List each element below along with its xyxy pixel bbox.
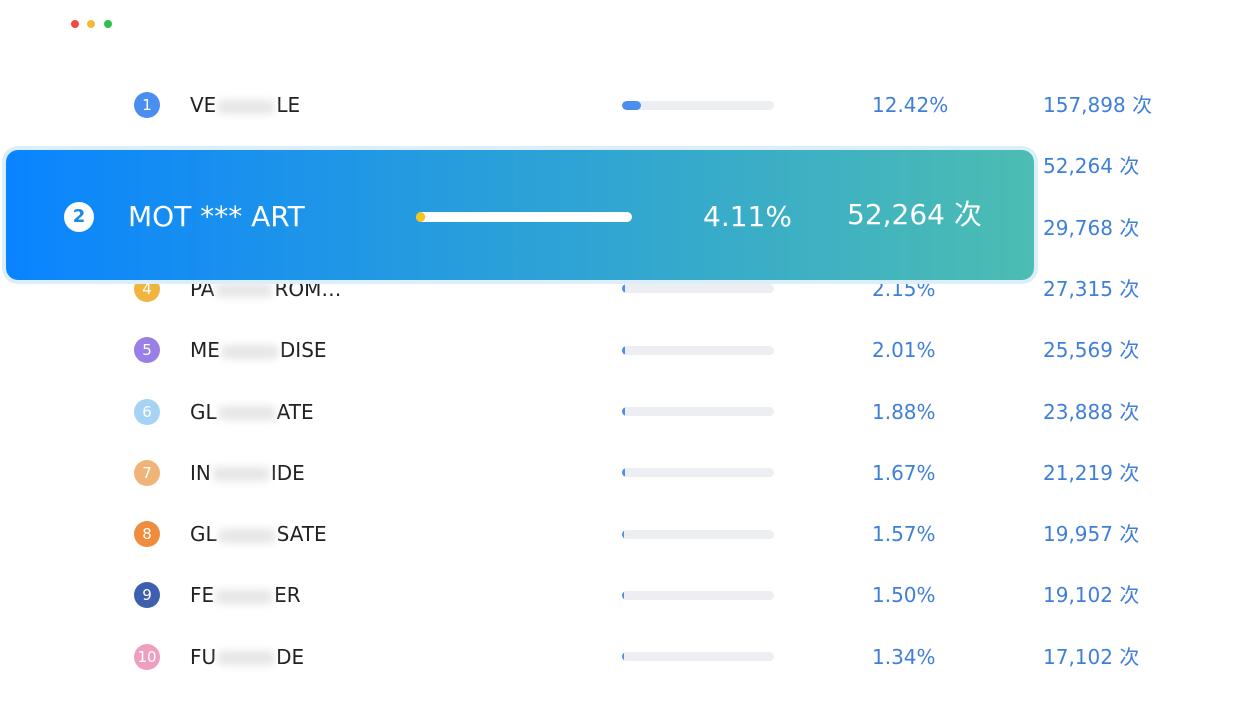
maximize-dot — [104, 20, 112, 28]
percent: 1.57% — [872, 522, 936, 547]
item-name: ME DISE — [190, 337, 327, 363]
progress-track — [622, 284, 774, 294]
count: 27,315 次 — [1043, 276, 1140, 301]
progress-bar — [622, 345, 626, 355]
progress-track — [622, 345, 774, 355]
count: 21,219 次 — [1043, 460, 1140, 485]
progress-bar — [622, 590, 625, 600]
count: 23,888 次 — [1043, 399, 1140, 424]
count: 19,102 次 — [1043, 583, 1140, 608]
item-name: FU DE — [190, 644, 304, 670]
rank-badge: 1 — [134, 92, 160, 118]
name-blur — [221, 344, 278, 359]
name-end: ROM… — [274, 276, 342, 301]
percent: 1.34% — [872, 644, 936, 669]
name-blur — [218, 651, 275, 666]
name-end: IDE — [270, 460, 305, 485]
name-end: DISE — [279, 338, 327, 363]
progress-bar — [622, 407, 625, 416]
name-end: DE — [276, 644, 305, 669]
count: 19,957 次 — [1043, 522, 1140, 547]
name-blur — [216, 589, 273, 604]
name-end: ATE — [276, 399, 314, 424]
name-blur — [218, 528, 275, 543]
progress-track — [622, 529, 774, 539]
rank-badge: 10 — [134, 643, 160, 670]
highlight-name: MOT *** ART — [128, 200, 305, 233]
rank-badge: 9 — [134, 582, 160, 609]
name-blur — [218, 99, 275, 114]
item-name: PA ROM… — [190, 276, 341, 302]
rank-badge: 5 — [134, 337, 160, 364]
count: 29,768 次 — [1043, 215, 1140, 240]
percent: 1.67% — [872, 460, 936, 485]
name-start: GL — [190, 522, 217, 547]
name-blur — [218, 406, 275, 420]
highlight-bar — [416, 212, 425, 222]
progress-track — [622, 590, 774, 600]
progress-bar — [622, 652, 625, 662]
highlight-rank: 2 — [64, 202, 94, 232]
name-blur — [216, 283, 273, 298]
name-start: ME — [190, 338, 220, 363]
percent: 12.42% — [872, 93, 949, 117]
percent: 1.88% — [872, 399, 936, 424]
rank-badge: 6 — [134, 398, 160, 425]
name-end: ER — [274, 583, 301, 608]
highlight-track — [416, 212, 632, 222]
progress-bar — [622, 100, 641, 110]
rank-badge: 8 — [134, 521, 160, 548]
percent: 2.15% — [872, 276, 936, 301]
percent: 2.01% — [872, 338, 936, 363]
progress-bar — [622, 468, 625, 478]
progress-bar — [622, 529, 625, 539]
percent: 1.50% — [872, 583, 936, 608]
highlight-count: 52,264 次 — [847, 198, 982, 231]
progress-track — [622, 652, 774, 662]
count: 17,102 次 — [1043, 644, 1140, 669]
name-start: PA — [190, 276, 215, 301]
item-name: FE ER — [190, 582, 301, 608]
name-end: LE — [276, 93, 301, 117]
name-start: VE — [190, 93, 217, 117]
name-start: IN — [190, 460, 211, 485]
rank-badge: 7 — [134, 459, 160, 486]
count: 157,898 次 — [1043, 93, 1153, 117]
close-dot — [71, 20, 79, 28]
rank-badge: 4 — [134, 275, 160, 302]
item-name: GL SATE — [190, 521, 327, 547]
item-name: IN IDE — [190, 460, 305, 486]
highlight-percent: 4.11% — [703, 200, 792, 233]
progress-track — [622, 468, 774, 478]
progress-track — [622, 100, 774, 110]
count: 25,569 次 — [1043, 338, 1140, 363]
name-start: GL — [190, 399, 217, 424]
name-end: SATE — [276, 522, 327, 547]
name-start: FU — [190, 644, 217, 669]
item-name: VE LE — [190, 92, 300, 118]
name-start: FE — [190, 583, 215, 608]
count: 52,264 次 — [1043, 154, 1140, 179]
minimize-dot — [87, 20, 95, 28]
item-name: GL ATE — [190, 399, 314, 425]
progress-bar — [622, 284, 626, 294]
name-blur — [212, 467, 269, 482]
progress-track — [622, 407, 774, 416]
highlight-card: 2 MOT *** ART 4.11% 52,264 次 — [6, 150, 1034, 280]
